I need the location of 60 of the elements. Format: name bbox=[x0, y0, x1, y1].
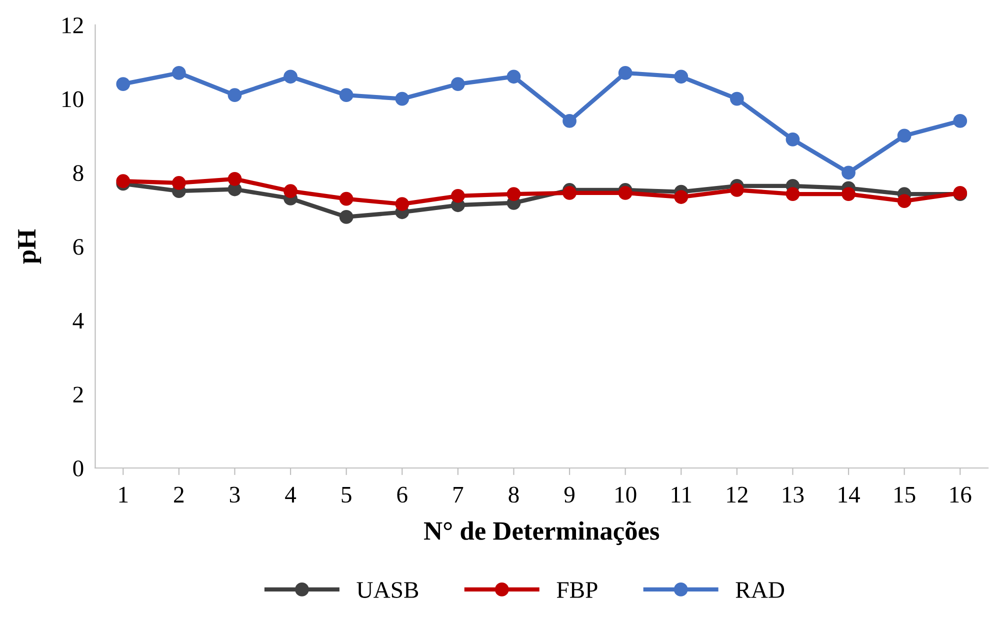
point bbox=[339, 88, 354, 102]
y-tick-label: 8 bbox=[73, 165, 84, 182]
point bbox=[284, 184, 298, 198]
point bbox=[618, 66, 632, 80]
point bbox=[562, 186, 576, 200]
point bbox=[953, 114, 968, 128]
x-tick-label: 16 bbox=[950, 486, 972, 503]
x-tick-label: 3 bbox=[230, 486, 240, 503]
legend-label: UASB bbox=[356, 582, 418, 598]
x-tick-label: 13 bbox=[783, 486, 804, 503]
x-tick-label: 8 bbox=[508, 486, 519, 503]
y-tick-label: 2 bbox=[73, 386, 83, 402]
y-tick-label: 10 bbox=[62, 91, 84, 108]
point bbox=[339, 192, 354, 206]
x-tick-label: 14 bbox=[838, 486, 860, 502]
point bbox=[897, 194, 912, 208]
point bbox=[284, 70, 298, 84]
point bbox=[228, 88, 242, 102]
x-tick-label: 2 bbox=[174, 486, 184, 502]
point bbox=[786, 132, 800, 146]
x-tick-label: 9 bbox=[564, 486, 574, 503]
point bbox=[562, 114, 576, 128]
x-tick-label: 4 bbox=[285, 486, 296, 502]
x-tick-label: 12 bbox=[727, 486, 748, 502]
x-tick-label: 1 bbox=[119, 486, 128, 502]
point bbox=[730, 92, 744, 106]
point bbox=[674, 70, 688, 84]
y-tick-label: 12 bbox=[62, 18, 83, 34]
point bbox=[172, 66, 186, 80]
x-tick-label: 7 bbox=[454, 486, 464, 502]
point bbox=[395, 197, 410, 211]
point bbox=[172, 176, 186, 190]
x-tick-label: 5 bbox=[342, 486, 352, 503]
x-axis-title: N° de Determinações bbox=[424, 521, 660, 546]
point bbox=[116, 77, 130, 91]
point bbox=[506, 187, 521, 201]
point bbox=[618, 186, 632, 200]
y-tick-label: 6 bbox=[73, 239, 84, 255]
x-tick-label: 15 bbox=[894, 486, 916, 503]
legend-label: RAD bbox=[736, 582, 784, 598]
point bbox=[450, 77, 465, 91]
point bbox=[730, 183, 744, 197]
x-tick-label: 10 bbox=[616, 486, 636, 503]
x-tick-label: 11 bbox=[672, 486, 692, 502]
point bbox=[339, 210, 354, 224]
point bbox=[842, 166, 856, 180]
point bbox=[450, 188, 465, 203]
point bbox=[897, 128, 912, 143]
point bbox=[228, 172, 242, 186]
point bbox=[786, 187, 800, 201]
x-tick-label: 6 bbox=[397, 486, 408, 503]
point bbox=[674, 190, 688, 204]
point bbox=[842, 187, 856, 201]
point bbox=[116, 174, 130, 188]
point bbox=[506, 70, 521, 84]
y-axis-title: pH bbox=[18, 229, 42, 264]
point bbox=[395, 92, 410, 106]
legend-label: FBP bbox=[556, 582, 598, 598]
y-tick-label: 0 bbox=[73, 460, 84, 476]
y-tick-label: 4 bbox=[72, 312, 84, 329]
